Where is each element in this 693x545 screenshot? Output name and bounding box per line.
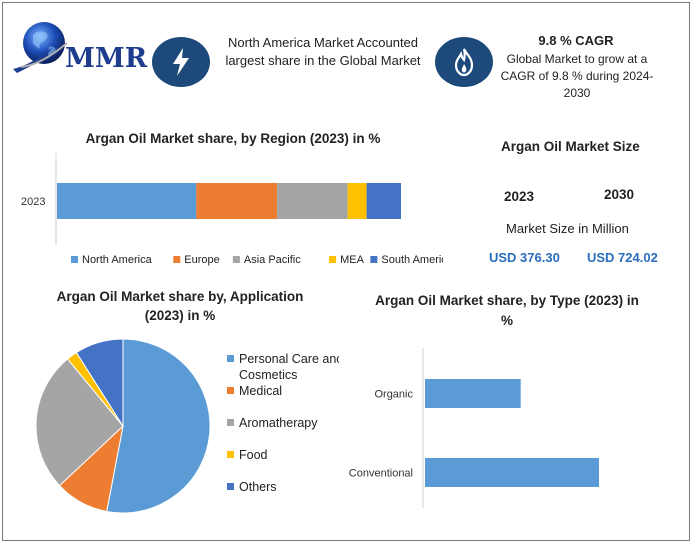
region-legend-swatch xyxy=(71,256,78,263)
region-legend-label: MEA xyxy=(340,254,365,266)
application-legend-label: Medical xyxy=(239,384,283,398)
type-chart: Organic Conventional xyxy=(333,348,663,513)
legend-swatch xyxy=(227,483,234,490)
globe-logo-icon xyxy=(11,17,73,77)
type-bar-organic xyxy=(425,379,521,408)
region-bar-mea xyxy=(347,183,367,219)
flame-icon-badge xyxy=(435,37,493,87)
application-legend: Personal Care anc Cosmetics Medical Aromath… xyxy=(227,348,339,508)
legend-swatch xyxy=(227,451,234,458)
lightning-icon-badge xyxy=(152,37,210,87)
type-chart-title: Argan Oil Market share, by Type (2023) i… xyxy=(375,293,639,328)
region-legend-label: South America xyxy=(381,254,443,266)
region-legend-swatch xyxy=(370,256,378,263)
region-legend-label: North America xyxy=(82,254,153,266)
region-chart-title: Argan Oil Market share, by Region (2023)… xyxy=(85,131,381,146)
application-pie-chart xyxy=(23,333,223,518)
application-legend-item: Others xyxy=(227,479,277,495)
flame-icon xyxy=(454,48,474,77)
cagr-title: 9.8 % CAGR xyxy=(538,33,614,48)
market-size-value-2023: USD 376.30 xyxy=(489,250,560,265)
market-size-title: Argan Oil Market Size xyxy=(501,139,640,154)
north-america-note: North America Market Accounted largest s… xyxy=(225,35,421,68)
type-category-label: Conventional xyxy=(349,468,413,480)
market-size-year-2030: 2030 xyxy=(604,187,635,202)
market-size-subtitle: Market Size in Million xyxy=(506,221,629,236)
region-bar-europe xyxy=(196,183,278,219)
region-legend-swatch xyxy=(232,256,240,263)
region-legend-swatch xyxy=(329,256,337,263)
type-bar-conventional xyxy=(425,458,599,487)
legend-swatch xyxy=(227,419,234,426)
application-legend-label: Others xyxy=(239,480,277,494)
region-legend-label: Europe xyxy=(184,254,219,266)
application-legend-label: Personal Care anc Cosmetics xyxy=(239,352,339,382)
region-bar-south-america xyxy=(366,183,401,219)
lightning-icon xyxy=(173,48,189,76)
type-category-label: Organic xyxy=(374,389,413,401)
application-legend-item: Personal Care anc Cosmetics xyxy=(227,351,339,383)
pie-slice-personal-care-and-cosmetics xyxy=(106,338,211,514)
application-legend-label: Food xyxy=(239,448,268,462)
region-chart: 2023 North America Europe Asia Pacific MEA So… xyxy=(3,153,454,278)
application-legend-item: Food xyxy=(227,447,268,463)
cagr-description: Global Market to grow at a CAGR of 9.8 %… xyxy=(500,52,654,100)
application-legend-item: Aromatherapy xyxy=(227,415,318,431)
market-size-value-2030: USD 724.02 xyxy=(587,250,658,265)
application-legend-item: Medical xyxy=(227,383,282,399)
market-size-year-2023: 2023 xyxy=(504,189,535,204)
region-legend-swatch xyxy=(173,256,181,263)
legend-swatch xyxy=(227,355,234,362)
region-category-label: 2023 xyxy=(21,196,45,208)
pie-slice-aromatherapy xyxy=(35,358,124,487)
application-legend-label: Aromatherapy xyxy=(239,416,318,430)
application-chart-title: Argan Oil Market share by, Application (… xyxy=(56,289,304,323)
region-legend-label: Asia Pacific xyxy=(244,254,301,266)
region-bar-north-america xyxy=(57,183,197,219)
region-bar-asia-pacific xyxy=(277,183,348,219)
pie-slice-others xyxy=(75,338,124,428)
logo-text: MMR xyxy=(65,43,148,74)
legend-swatch xyxy=(227,387,234,394)
